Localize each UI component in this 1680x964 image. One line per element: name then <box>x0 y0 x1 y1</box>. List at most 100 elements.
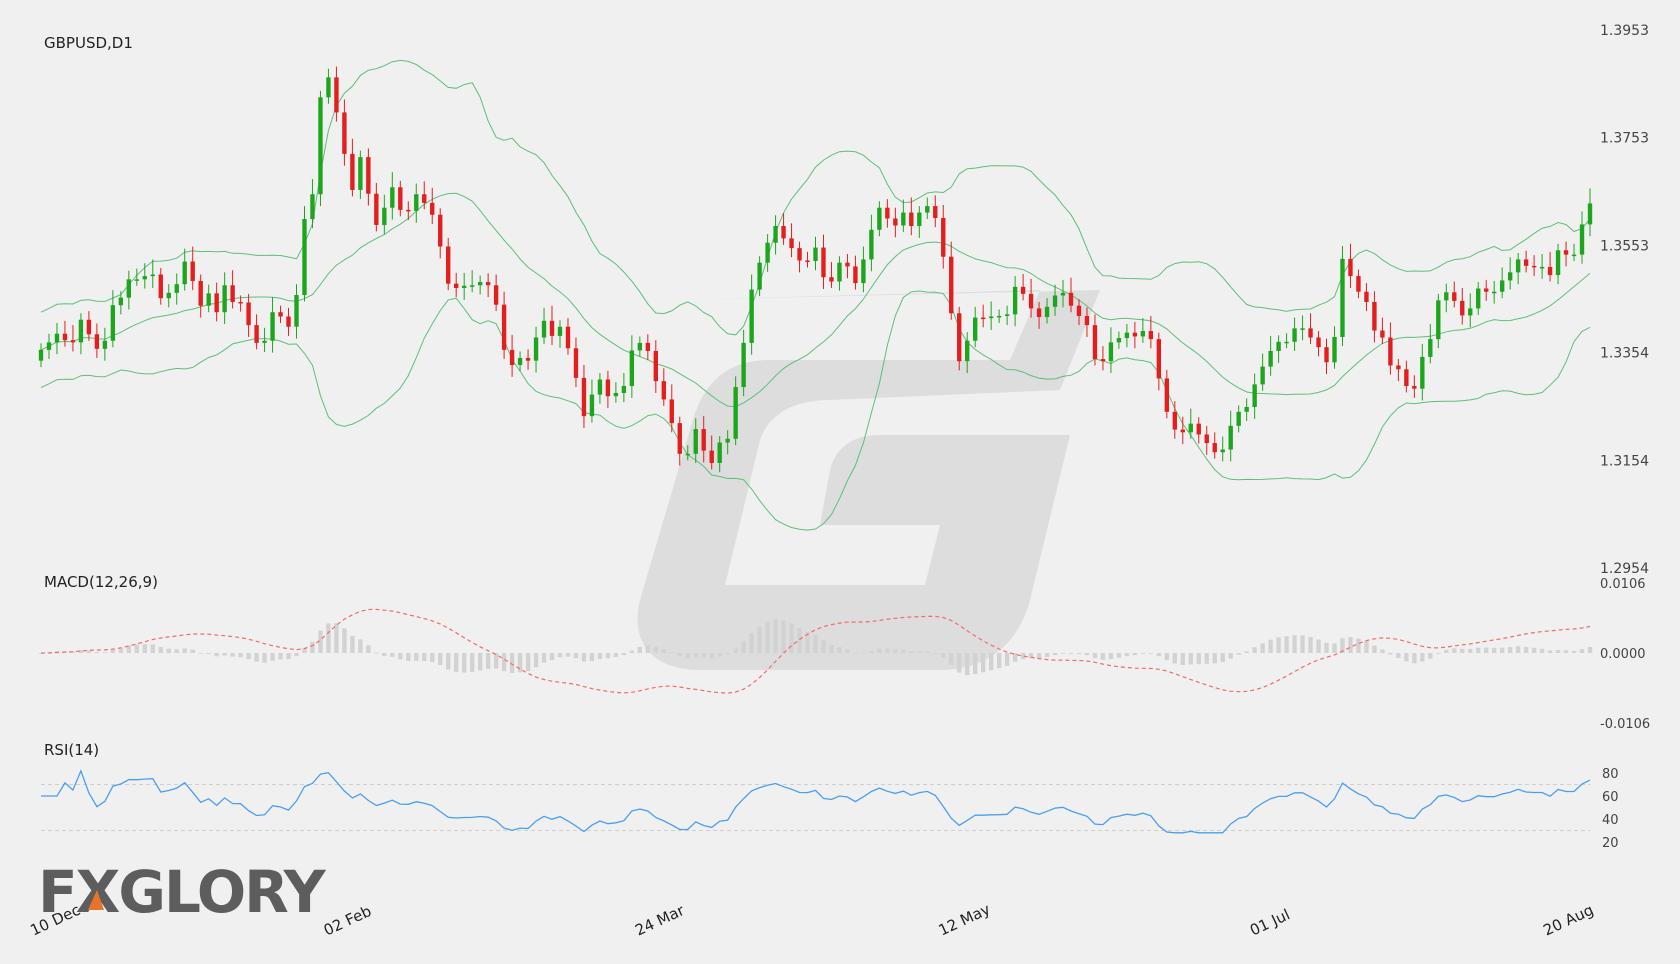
candle-body <box>1284 341 1289 344</box>
macd-histogram-bar <box>605 653 611 659</box>
candle-body <box>565 326 571 349</box>
macd-histogram-bar <box>1268 639 1273 653</box>
macd-histogram-bar <box>438 653 443 666</box>
candle-body <box>757 262 762 290</box>
macd-histogram-bar <box>406 653 411 661</box>
candle-body <box>701 429 706 451</box>
rsi-line <box>41 769 1591 834</box>
candle-body <box>54 333 60 343</box>
candle-body <box>917 212 922 227</box>
candle-body <box>38 349 44 361</box>
macd-histogram-bar <box>102 652 108 654</box>
brand-logo: FXGLORY <box>38 858 329 926</box>
macd-histogram-bar <box>278 653 283 660</box>
macd-histogram-bar <box>893 649 898 653</box>
price-tick-label: 1.3553 <box>1600 238 1649 254</box>
candle-body <box>1428 339 1433 357</box>
macd-histogram-bar <box>645 645 651 653</box>
macd-histogram-bar <box>1116 653 1122 658</box>
macd-histogram-bar <box>709 653 714 659</box>
candle-body <box>1252 384 1257 407</box>
candle-body <box>422 194 427 203</box>
candle-body <box>1332 336 1337 363</box>
candle-body <box>406 209 411 212</box>
candle-body <box>110 305 116 341</box>
macd-histogram-bar <box>118 647 124 653</box>
candle-body <box>1268 350 1273 367</box>
candle-body <box>637 342 643 351</box>
candle-body <box>589 394 595 417</box>
candle-body <box>717 442 722 463</box>
candle-body <box>262 340 267 343</box>
candle-body <box>1260 366 1265 385</box>
candle-body <box>941 217 946 257</box>
candle-body <box>1180 429 1185 433</box>
date-tick-label: 01 Jul <box>1247 905 1293 939</box>
macd-histogram-bar <box>326 623 331 653</box>
macd-histogram-bar <box>661 649 666 653</box>
candle-body <box>973 317 978 341</box>
candle-body <box>150 274 155 277</box>
macd-histogram-bar <box>1068 653 1074 654</box>
candle-body <box>1372 301 1377 331</box>
macd-histogram-bar <box>1404 653 1409 662</box>
macd-signal-line <box>40 608 1591 694</box>
candle-body <box>302 219 307 295</box>
candle-body <box>613 392 619 397</box>
macd-histogram-bar <box>1507 647 1513 653</box>
macd-histogram-bar <box>845 649 850 653</box>
candle-body <box>1228 425 1233 450</box>
candle-body <box>789 238 794 249</box>
candle-body <box>454 283 459 288</box>
candle-body <box>805 260 810 262</box>
macd-histogram-bar <box>1372 645 1377 653</box>
price-tick-label: 1.3953 <box>1600 23 1649 39</box>
candle-body <box>669 399 674 424</box>
macd-histogram-bar <box>933 653 938 654</box>
macd-histogram-bar <box>414 653 419 661</box>
candle-body <box>270 312 275 341</box>
macd-histogram-bar <box>246 653 251 660</box>
candle-body <box>350 153 355 190</box>
candle-body <box>541 320 547 338</box>
macd-histogram-bar <box>254 653 259 662</box>
candle-body <box>661 381 666 400</box>
macd-histogram-bar <box>1324 642 1329 653</box>
candle-body <box>1020 286 1026 294</box>
macd-tick-label: 0.0106 <box>1600 577 1646 592</box>
candle-body <box>198 280 203 306</box>
candle-body <box>1068 292 1074 306</box>
candle-body <box>469 285 475 287</box>
macd-histogram-bar <box>581 653 587 662</box>
macd-histogram-bar <box>454 653 459 672</box>
macd-histogram-bar <box>1084 653 1090 656</box>
macd-histogram-bar <box>366 645 371 653</box>
macd-histogram-bar <box>980 653 986 673</box>
macd-histogram-bar <box>126 645 132 653</box>
candle-body <box>477 282 483 286</box>
rsi-tick-label: 60 <box>1602 790 1619 805</box>
macd-histogram-bar <box>1428 653 1433 659</box>
logo-text: FXGLORY <box>38 858 327 926</box>
macd-histogram-bar <box>302 648 307 653</box>
candle-body <box>821 247 826 278</box>
candle-body <box>1436 300 1441 340</box>
macd-histogram-bar <box>557 653 563 658</box>
candle-body <box>1188 423 1193 433</box>
macd-histogram-bar <box>1260 643 1265 653</box>
macd-histogram-bar <box>805 632 810 653</box>
macd-histogram-bar <box>533 653 539 668</box>
candle-body <box>1531 265 1537 268</box>
candle-body <box>1364 291 1369 302</box>
macd-histogram-bar <box>1036 653 1042 659</box>
macd-histogram-bar <box>1004 653 1010 666</box>
date-tick-label: 12 May <box>936 900 993 940</box>
macd-histogram-bar <box>549 653 555 661</box>
macd-histogram-bar <box>613 653 619 657</box>
candle-body <box>1484 288 1489 292</box>
macd-histogram-bar <box>446 653 451 670</box>
candle-body <box>829 277 834 282</box>
candle-body <box>1539 266 1545 269</box>
candle-body <box>382 207 387 225</box>
